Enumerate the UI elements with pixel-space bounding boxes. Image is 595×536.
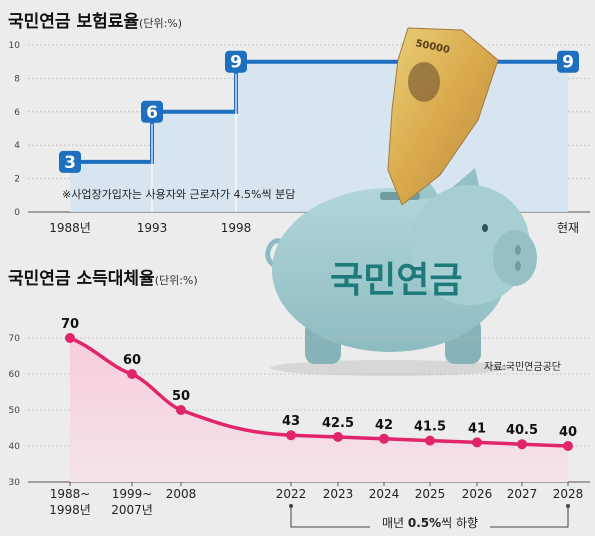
top-y-tick-label: 4 — [14, 141, 20, 151]
bottom-x-tick-label: 2024 — [369, 487, 400, 501]
bottom-point — [563, 441, 573, 451]
top-marker-value: 9 — [562, 53, 574, 73]
bottom-chart-y-axis: 30 40 50 60 70 — [9, 334, 21, 488]
top-chart-unit: (단위:%) — [139, 17, 182, 30]
bottom-value-label: 41.5 — [414, 420, 446, 435]
bottom-value-label: 40.5 — [506, 423, 538, 438]
bottom-point — [517, 439, 527, 450]
bottom-value-label: 41 — [468, 421, 486, 436]
pig-nostril-upper — [515, 245, 521, 255]
top-marker-box — [557, 50, 579, 73]
bottom-point — [425, 435, 435, 446]
source-credit: 자료:국민연금공단 — [484, 361, 561, 373]
bottom-point — [472, 437, 482, 448]
annotation-bracket-start-dot — [289, 504, 293, 508]
bottom-y-tick-label: 70 — [9, 334, 21, 344]
annotation-text: 매년 0.5%씩 하향 — [382, 516, 478, 530]
annotation-bg — [370, 514, 490, 532]
bottom-x-tick-label: 2026 — [462, 487, 493, 501]
top-x-tick-label: 1993 — [137, 221, 168, 235]
pig-label: 국민연금 — [330, 260, 462, 301]
pig-snout — [493, 230, 537, 286]
bottom-x-tick-label: 2028 — [553, 487, 584, 501]
bottom-chart-markers — [65, 333, 573, 451]
bottom-x-tick-label: 2022 — [276, 487, 307, 501]
bottom-y-tick-label: 60 — [9, 370, 21, 380]
bottom-x-tick-label: 1998년 — [49, 503, 91, 517]
bottom-chart-title-main: 국민연금 소득대체율 — [8, 269, 155, 289]
top-marker-value: 9 — [230, 53, 242, 73]
bottom-point — [65, 333, 75, 343]
top-x-tick-label: 현재 — [557, 221, 579, 235]
bottom-value-label: 42.5 — [322, 416, 354, 431]
pig-eye — [482, 224, 488, 232]
bottom-chart-unit: (단위:%) — [155, 274, 198, 287]
top-marker-box — [225, 50, 247, 73]
top-chart-markers: 3 6 9 9 — [59, 50, 579, 173]
top-y-tick-label: 8 — [14, 74, 20, 84]
banknote-portrait — [408, 62, 440, 102]
top-marker-box — [141, 100, 163, 123]
bottom-chart-area — [70, 338, 568, 482]
top-x-tick-label: 1998 — [221, 221, 252, 235]
bottom-point — [286, 430, 296, 441]
top-chart-step-dividers — [151, 73, 237, 212]
bottom-x-tick-label: 1988~ — [50, 487, 91, 501]
top-chart-title: 국민연금 보험료율(단위:%) — [8, 11, 182, 32]
bottom-value-label: 42 — [375, 418, 393, 433]
bottom-y-tick-label: 40 — [9, 442, 21, 452]
top-chart-line — [70, 59, 568, 164]
income-replacement-rate-chart: 국민연금 소득대체율(단위:%) 30 40 50 60 70 70 60 50 43 42.5… — [8, 269, 590, 532]
top-marker-box — [59, 150, 81, 173]
annotation-bracket-end-dot — [566, 504, 570, 508]
top-y-tick-label: 0 — [14, 208, 20, 218]
top-x-tick-label: 1988년 — [49, 221, 91, 235]
top-chart-note: ※사업장가입자는 사용자와 근로자가 4.5%씩 분담 — [62, 188, 295, 201]
bottom-chart-x-axis: 1988~ 1998년 1999~ 2007년 2008 2022 2023 2024 2025… — [49, 482, 583, 517]
bottom-value-label: 50 — [172, 389, 190, 404]
bottom-chart-title: 국민연금 소득대체율(단위:%) — [8, 269, 198, 289]
top-marker-value: 3 — [64, 153, 76, 173]
banknote-illustration: 50000 — [387, 27, 499, 206]
top-chart-x-axis: 1988년 1993 1998 현재 — [49, 221, 579, 235]
bottom-chart-value-labels: 70 60 50 43 42.5 42 41.5 41 40.5 40 — [61, 317, 577, 440]
bottom-value-label: 43 — [282, 414, 300, 429]
top-chart-y-axis: 0 2 4 6 8 10 — [9, 41, 21, 218]
bottom-value-label: 60 — [123, 353, 141, 368]
bottom-point — [127, 369, 137, 379]
top-y-tick-label: 10 — [9, 41, 21, 51]
top-marker-value: 6 — [146, 103, 158, 123]
top-y-tick-label: 6 — [14, 108, 20, 118]
bottom-point — [379, 433, 389, 444]
bottom-x-tick-label: 2007년 — [111, 503, 153, 517]
bottom-y-tick-label: 30 — [9, 478, 21, 488]
bottom-x-tick-label: 2027 — [507, 487, 538, 501]
bottom-point — [333, 432, 343, 442]
top-y-tick-label: 2 — [14, 175, 20, 185]
bottom-x-tick-label: 2023 — [323, 487, 354, 501]
bottom-x-tick-label: 2025 — [415, 487, 446, 501]
pig-nostril-lower — [515, 261, 521, 271]
top-chart-title-main: 국민연금 보험료율 — [8, 11, 139, 32]
piggy-bank-illustration: 국민연금 — [265, 160, 537, 376]
bottom-point — [176, 405, 186, 415]
bottom-value-label: 70 — [61, 317, 79, 332]
bottom-y-tick-label: 50 — [9, 406, 21, 416]
bottom-x-tick-label: 2008 — [166, 487, 197, 501]
bottom-x-tick-label: 1999~ — [112, 487, 153, 501]
bottom-value-label: 40 — [559, 425, 577, 440]
